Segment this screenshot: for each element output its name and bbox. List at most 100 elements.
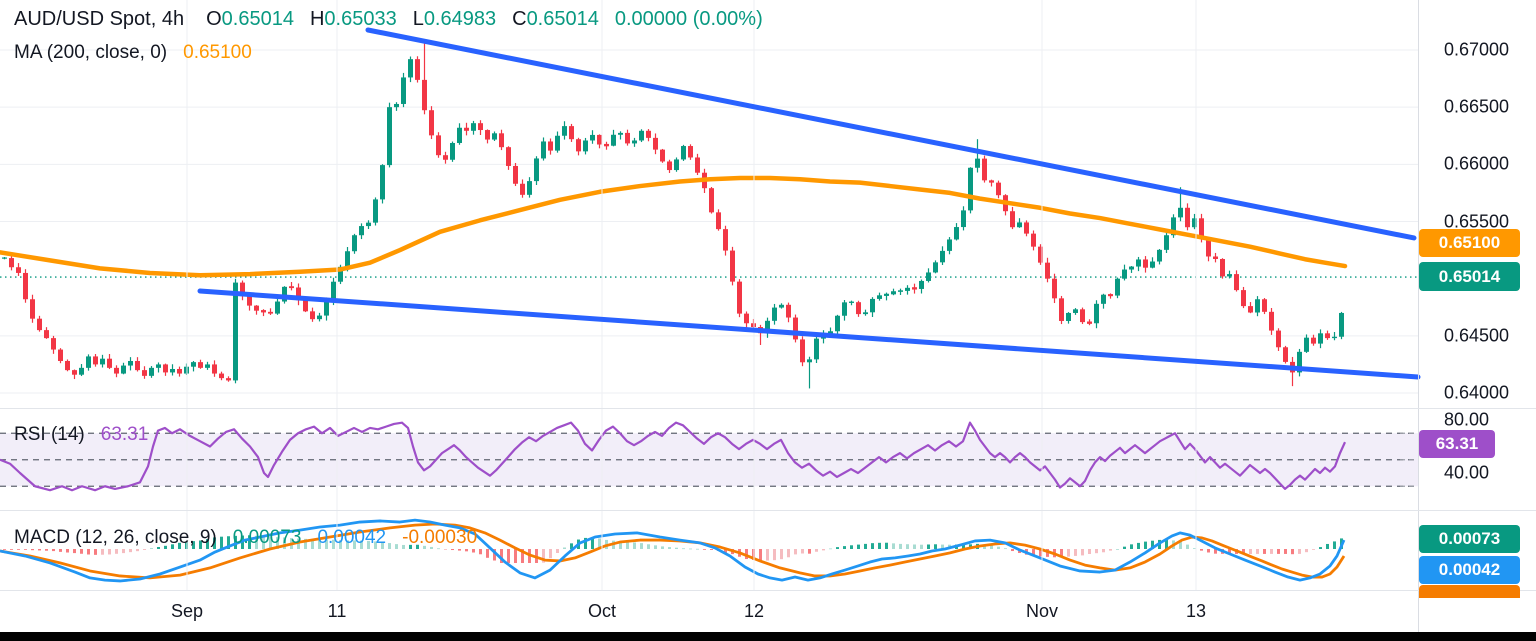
candle-body — [1199, 218, 1204, 239]
macd-hist-bar — [157, 547, 160, 549]
candle-body — [1339, 312, 1344, 337]
macd-hist-bar — [213, 537, 216, 549]
ma-label: MA (200, close, 0) — [14, 42, 168, 63]
macd-hist-bar — [1137, 542, 1140, 549]
candle-body — [373, 199, 378, 223]
macd-hist-bar — [255, 535, 258, 549]
candle-body — [1101, 294, 1106, 304]
macd-hist-bar — [45, 549, 48, 551]
candle-body — [940, 250, 945, 263]
candle-body — [660, 149, 665, 162]
macd-hist-bar — [1228, 549, 1231, 554]
macd-hist-bar — [486, 549, 489, 558]
ma-price-badge: 0.65100 — [1419, 229, 1520, 257]
macd-hist-bar — [654, 545, 657, 549]
candle-body — [282, 286, 287, 302]
macd-hist-bar — [1263, 549, 1266, 554]
macd-hist-bar — [73, 549, 76, 554]
candle-body — [653, 137, 658, 150]
candle-body — [723, 229, 728, 251]
macd-hist-bar — [178, 542, 181, 549]
candle-body — [338, 266, 343, 282]
candle-body — [128, 360, 133, 366]
macd-hist-bar — [1144, 541, 1147, 549]
macd-hist-bar — [647, 544, 650, 549]
candle-body — [177, 368, 182, 374]
candle-body — [1255, 299, 1260, 313]
candle-body — [240, 282, 245, 296]
macd-hist-bar — [913, 544, 916, 549]
price-axis-divider — [1418, 0, 1419, 632]
rsi-indicator-header[interactable]: RSI (14) 63.31 — [14, 424, 148, 446]
macd-hist-bar — [570, 543, 573, 549]
macd-hist-bar — [1186, 544, 1189, 549]
candle-body — [1311, 337, 1316, 344]
macd-panel-divider[interactable] — [0, 510, 1536, 511]
candle-body — [233, 282, 238, 381]
macd-hist-bar — [1095, 549, 1098, 554]
time-axis-divider — [0, 590, 1536, 591]
candle-body — [23, 272, 28, 300]
macd-indicator-header[interactable]: MACD (12, 26, close, 9) 0.00073 0.00042 -0.… — [14, 527, 477, 549]
macd-panel — [0, 518, 1346, 583]
macd-hist-bar — [472, 549, 475, 553]
candle-body — [674, 159, 679, 171]
macd-hist-bar — [346, 540, 349, 549]
macd-hist-bar — [941, 544, 944, 549]
macd-hist-bar — [1011, 549, 1014, 552]
macd-hist-value: 0.00073 — [232, 527, 302, 548]
rsi-axis-label: 40.00 — [1444, 462, 1490, 483]
ma-indicator-header[interactable]: MA (200, close, 0) 0.65100 — [14, 42, 252, 64]
candle-body — [1283, 347, 1288, 362]
candle-body — [968, 167, 973, 211]
macd-label: MACD (12, 26, close, 9) — [14, 527, 217, 548]
macd-hist-bar — [598, 538, 601, 549]
macd-hist-bar — [80, 549, 83, 554]
macd-hist-bar — [780, 549, 783, 560]
macd-hist-bar — [311, 538, 314, 549]
macd-hist-bar — [682, 548, 685, 550]
candle-body — [1269, 311, 1274, 331]
macd-hist-bar — [892, 543, 895, 549]
macd-hist-bar — [199, 540, 202, 549]
macd-hist-bar — [402, 544, 405, 549]
candle-body — [303, 300, 308, 312]
candle-body — [870, 298, 875, 313]
symbol-header[interactable]: AUD/USD Spot, 4h O0.65014 H0.65033 L0.64983… — [14, 8, 763, 31]
candle-body — [1297, 351, 1302, 373]
rsi-panel-divider[interactable] — [0, 408, 1536, 409]
candle-body — [1045, 262, 1050, 279]
candle-body — [471, 123, 476, 131]
macd-hist-bar — [1151, 540, 1154, 549]
candle-body — [1066, 312, 1071, 321]
candle-body — [772, 307, 777, 321]
macd-hist-bar — [843, 546, 846, 549]
macd-hist-bar — [1074, 549, 1077, 556]
candle-body — [2, 257, 7, 259]
macd-hist-bar — [724, 549, 727, 553]
macd-hist-bar — [1214, 549, 1217, 554]
candle-body — [527, 181, 532, 195]
macd-hist-bar — [1242, 549, 1245, 555]
candle-body — [380, 165, 385, 200]
candle-body — [618, 132, 623, 135]
bottom-black-bar — [0, 632, 1536, 641]
candle-body — [905, 287, 910, 291]
candle-body — [198, 362, 203, 368]
candle-body — [1087, 321, 1092, 324]
macd-hist-bar — [304, 538, 307, 549]
macd-hist-bar — [934, 544, 937, 549]
candle-body — [30, 299, 35, 319]
open-value: 0.65014 — [221, 8, 294, 30]
candle-body — [114, 367, 119, 374]
macd-hist-bar — [360, 540, 363, 549]
macd-hist-bar — [458, 549, 461, 551]
macd-hist-bar — [1319, 547, 1322, 549]
candle-body — [100, 358, 105, 365]
macd-hist-bar — [479, 549, 482, 555]
candle-body — [149, 367, 154, 376]
macd-hist-bar — [962, 544, 965, 549]
candle-body — [590, 134, 595, 141]
